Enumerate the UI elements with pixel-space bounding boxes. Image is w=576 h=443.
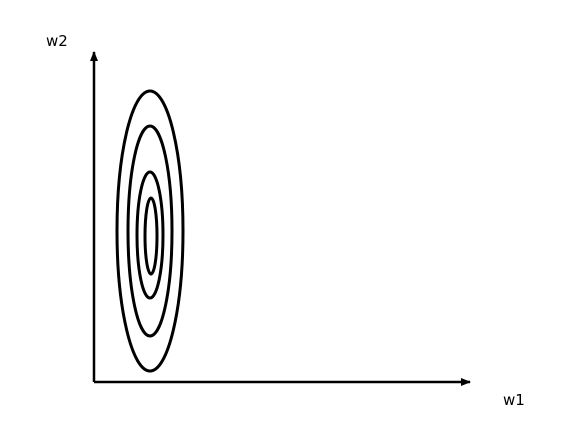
y-axis-label: w2	[46, 32, 68, 50]
x-axis-label: w1	[503, 391, 525, 409]
contour-ellipse-2	[126, 124, 174, 338]
contour-ellipse-outer	[115, 89, 185, 373]
contour-ellipse-inner	[143, 196, 159, 276]
contour-ellipse-3	[135, 170, 165, 300]
